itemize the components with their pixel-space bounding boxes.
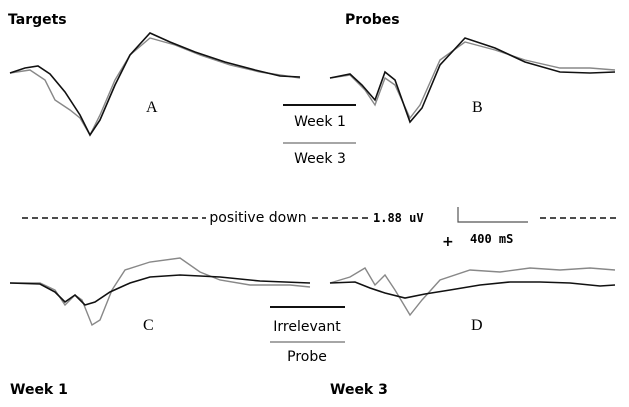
scale-label: 400 mS <box>470 232 513 246</box>
wave <box>329 37 616 124</box>
wave <box>9 274 311 306</box>
wave <box>10 257 311 327</box>
wave <box>329 267 616 317</box>
wave <box>329 41 616 120</box>
legend-label: Week 1 <box>294 114 346 130</box>
note: positive down <box>209 210 306 226</box>
wave <box>9 37 301 137</box>
panel-label: D <box>471 317 483 334</box>
legend-label: Week 3 <box>294 151 346 167</box>
legend-label: Irrelevant <box>273 319 341 335</box>
panel-title: Probes <box>345 12 400 28</box>
panel-title: Targets <box>8 12 67 28</box>
wave <box>9 32 301 137</box>
scale-label: 1.88 uV <box>373 211 424 225</box>
footer-label: Week 1 <box>10 382 68 398</box>
wave <box>329 281 616 299</box>
scale-bar <box>457 207 528 223</box>
polarity: + <box>442 234 454 250</box>
panel-label: A <box>146 99 158 116</box>
legend-label: Probe <box>287 349 327 365</box>
panel-label: C <box>143 317 154 334</box>
panel-label: B <box>472 99 483 116</box>
footer-label: Week 3 <box>330 382 388 398</box>
